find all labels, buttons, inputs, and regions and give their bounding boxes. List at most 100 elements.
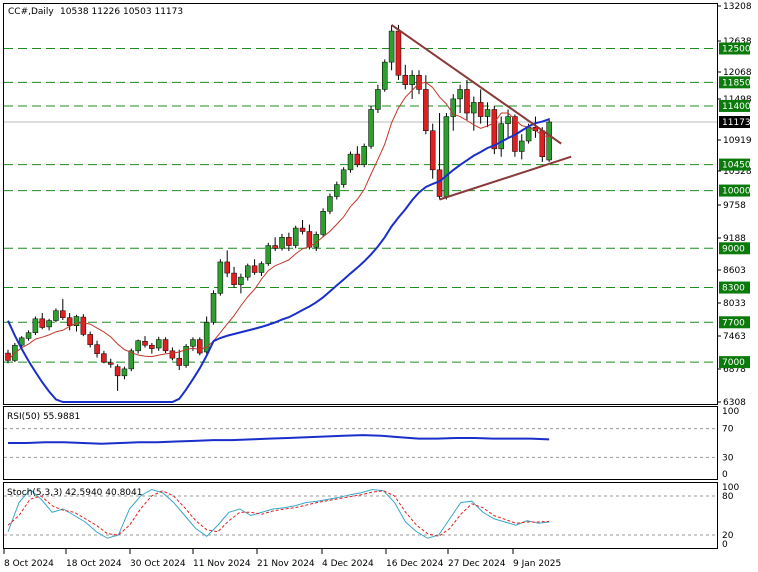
price-tick-label: 7463 xyxy=(723,332,746,342)
candle-body xyxy=(409,74,415,85)
rsi-tick-label: 30 xyxy=(722,453,734,463)
candle-body xyxy=(471,102,477,114)
candle-body xyxy=(546,121,552,161)
price-tick-label: 12638 xyxy=(723,37,752,47)
candles xyxy=(5,24,552,391)
candle-body xyxy=(491,109,498,150)
rsi-tick-label: 100 xyxy=(722,407,739,417)
candle-body xyxy=(464,89,470,114)
candle-body xyxy=(354,153,361,165)
candle-body xyxy=(114,366,121,377)
level-lines xyxy=(4,48,717,363)
chart-symbol: CC#,Daily xyxy=(8,7,54,17)
candle-body xyxy=(231,272,237,285)
date-tick-label: 16 Dec 2024 xyxy=(386,559,444,569)
main-panel-frame xyxy=(3,3,718,405)
candle-body xyxy=(443,116,450,197)
level-badge-label: 10000 xyxy=(722,187,751,197)
lower-trendline xyxy=(439,155,572,201)
candle-body xyxy=(272,245,278,249)
candle-body xyxy=(155,339,162,349)
candle-body xyxy=(340,169,347,185)
rsi-panel-frame xyxy=(3,406,718,480)
rsi-title: RSI(50) 55.9881 xyxy=(7,412,80,422)
level-badge xyxy=(719,184,750,197)
candle-body xyxy=(498,123,504,150)
upper-trendline xyxy=(391,24,562,145)
stoch-lines xyxy=(7,488,550,539)
candle-body xyxy=(265,245,272,264)
candle-body xyxy=(245,265,251,278)
level-badge xyxy=(719,99,750,112)
level-badge-label: 7000 xyxy=(722,358,745,368)
candle-body xyxy=(210,293,217,323)
candle-body xyxy=(224,261,230,274)
candle-body xyxy=(53,310,59,321)
moving-averages xyxy=(7,81,550,403)
level-badge-label: 11850 xyxy=(722,78,751,88)
date-tick-label: 4 Dec 2024 xyxy=(322,559,374,569)
candle-body xyxy=(402,74,409,85)
candle-body xyxy=(416,74,422,90)
candle-body xyxy=(32,318,39,333)
candle-body xyxy=(477,102,484,117)
candle-body xyxy=(292,227,299,246)
candle-body xyxy=(320,211,326,235)
candle-body xyxy=(258,263,265,273)
candle-body xyxy=(368,109,374,147)
level-badge-label: 9000 xyxy=(722,244,745,254)
candle-body xyxy=(121,368,128,377)
candle-body xyxy=(286,237,292,246)
candle-body xyxy=(251,265,258,273)
candle-body xyxy=(519,140,525,152)
candle-body xyxy=(525,126,532,142)
candle-body xyxy=(457,89,463,100)
stoch-tick-label: 20 xyxy=(722,531,734,541)
candle-body xyxy=(60,310,66,318)
candle-body xyxy=(25,332,32,339)
triangle-trendlines xyxy=(391,24,572,201)
candle-body xyxy=(382,61,388,90)
candle-body xyxy=(183,346,189,366)
candle-body xyxy=(94,344,100,354)
price-tick-label: 12068 xyxy=(723,68,752,78)
candle-body xyxy=(190,339,196,347)
price-axis: 1320812638120681149810919103289758918886… xyxy=(717,2,752,408)
price-tick-label: 13208 xyxy=(723,2,752,12)
candle-body xyxy=(327,196,333,212)
level-badge-label: 11400 xyxy=(722,102,751,112)
rsi-tick-label: 70 xyxy=(722,425,734,435)
level-badge-label: 7700 xyxy=(722,318,745,328)
candle-body xyxy=(5,352,11,361)
candle-body xyxy=(101,353,107,363)
candle-body xyxy=(347,153,354,171)
price-tick-label: 9758 xyxy=(723,201,746,211)
candle-body xyxy=(395,30,402,76)
rsi-series-line xyxy=(8,434,550,445)
current-price-badge xyxy=(719,116,750,129)
level-badge-label: 8300 xyxy=(722,284,745,294)
candle-body xyxy=(46,320,52,328)
price-tick-label: 10328 xyxy=(723,167,752,177)
candle-body xyxy=(450,98,456,117)
candle-body xyxy=(279,237,285,249)
stoch-signal-line xyxy=(7,490,550,537)
level-badge xyxy=(719,281,750,294)
candle-body xyxy=(203,322,210,353)
level-badge xyxy=(719,158,750,171)
stoch-panel-frame xyxy=(3,482,718,549)
level-badge-label: 12500 xyxy=(722,45,751,55)
stoch-tick-label: 80 xyxy=(722,492,734,502)
date-tick-label: 8 Oct 2024 xyxy=(4,559,54,569)
level-badge xyxy=(719,356,750,369)
rsi-grid xyxy=(4,428,717,458)
date-tick-label: 30 Oct 2024 xyxy=(130,559,186,569)
candle-body xyxy=(361,145,367,165)
level-badges: 12500 11850 11400 10450 10000 9000 8300 7700 700… xyxy=(719,42,751,369)
price-tick-label: 8603 xyxy=(723,266,746,276)
ma-fast-line xyxy=(7,81,550,361)
candle-body xyxy=(388,30,395,63)
price-tick-label: 9188 xyxy=(723,234,746,244)
